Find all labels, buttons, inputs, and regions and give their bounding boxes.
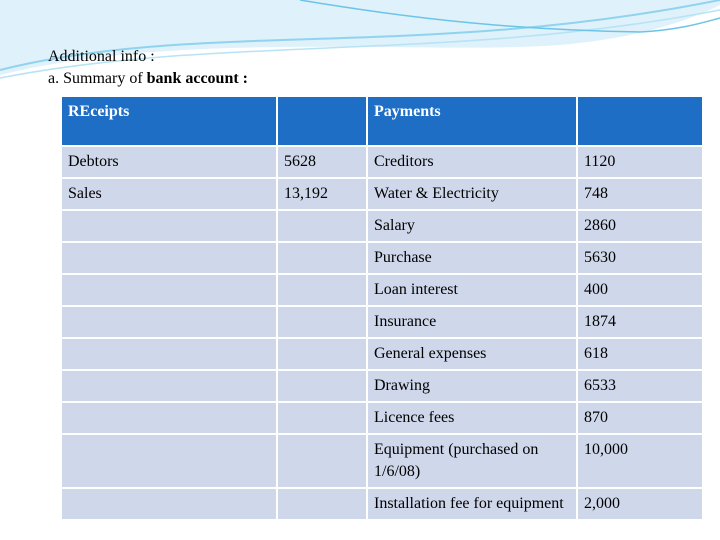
table: REceipts Payments Debtors 5628 Creditors 1120… [60,95,704,521]
table-cell [276,241,368,275]
table-cell: Payments [366,95,578,147]
header-bold: bank account : [146,70,249,87]
table-cell [60,305,278,339]
table-cell: General expenses [366,337,578,371]
table-cell: 2,000 [576,487,704,521]
table-row: Sales 13,192 Water & Electricity 748 [60,177,704,211]
swoosh-line [0,0,720,71]
table-cell [60,241,278,275]
table-cell: 1120 [576,145,704,179]
table-row: Insurance 1874 [60,305,704,339]
table-cell [276,369,368,403]
table-cell: 5630 [576,241,704,275]
table-cell [60,337,278,371]
table-cell: Drawing [366,369,578,403]
decoration [0,0,720,79]
table-row: Purchase 5630 [60,241,704,275]
table-cell [276,95,368,147]
table-cell: 2860 [576,209,704,243]
header-line: a. Summary of bank account : [48,68,248,90]
table-cell: 13,192 [276,177,368,211]
table-row: Drawing 6533 [60,369,704,403]
table-cell [60,209,278,243]
swoosh-line [0,9,720,79]
table-row: Licence fees 870 [60,401,704,435]
table-cell: 400 [576,273,704,307]
table-row: REceipts Payments [60,95,704,147]
table-cell [60,273,278,307]
table-row: Debtors 5628 Creditors 1120 [60,145,704,179]
table-cell: Licence fees [366,401,578,435]
table-cell: 6533 [576,369,704,403]
table-cell: Loan interest [366,273,578,307]
table-cell [276,305,368,339]
table-row: General expenses 618 [60,337,704,371]
table-cell: 5628 [276,145,368,179]
table-cell: Equipment (purchased on 1/6/08) [366,433,578,489]
table-cell: Purchase [366,241,578,275]
table-cell: 870 [576,401,704,435]
table-cell [276,273,368,307]
table-row: Equipment (purchased on 1/6/08) 10,000 [60,433,704,489]
table-cell [60,433,278,489]
table-row: Installation fee for equipment 2,000 [60,487,704,521]
table-cell [60,401,278,435]
table-cell: Water & Electricity [366,177,578,211]
table-cell [276,209,368,243]
header: Additional info : a. Summary of bank acc… [48,46,248,90]
table-cell [276,433,368,489]
table-cell: REceipts [60,95,278,147]
table-cell: 748 [576,177,704,211]
table-cell: Salary [366,209,578,243]
table-cell: 1874 [576,305,704,339]
table-cell: Insurance [366,305,578,339]
table-cell [276,401,368,435]
table-cell: 10,000 [576,433,704,489]
table-cell: Creditors [366,145,578,179]
table-row: Loan interest 400 [60,273,704,307]
table-cell: Installation fee for equipment [366,487,578,521]
table-cell: Sales [60,177,278,211]
table-cell: 618 [576,337,704,371]
table-row: Salary 2860 [60,209,704,243]
table-cell [60,487,278,521]
header-line: Additional info : [48,48,155,65]
table-cell: Debtors [60,145,278,179]
header-text: a. Summary of [48,70,147,87]
swoosh-line [299,0,720,33]
table-cell [60,369,278,403]
table-cell [276,337,368,371]
table-cell [576,95,704,147]
table-cell [276,487,368,521]
